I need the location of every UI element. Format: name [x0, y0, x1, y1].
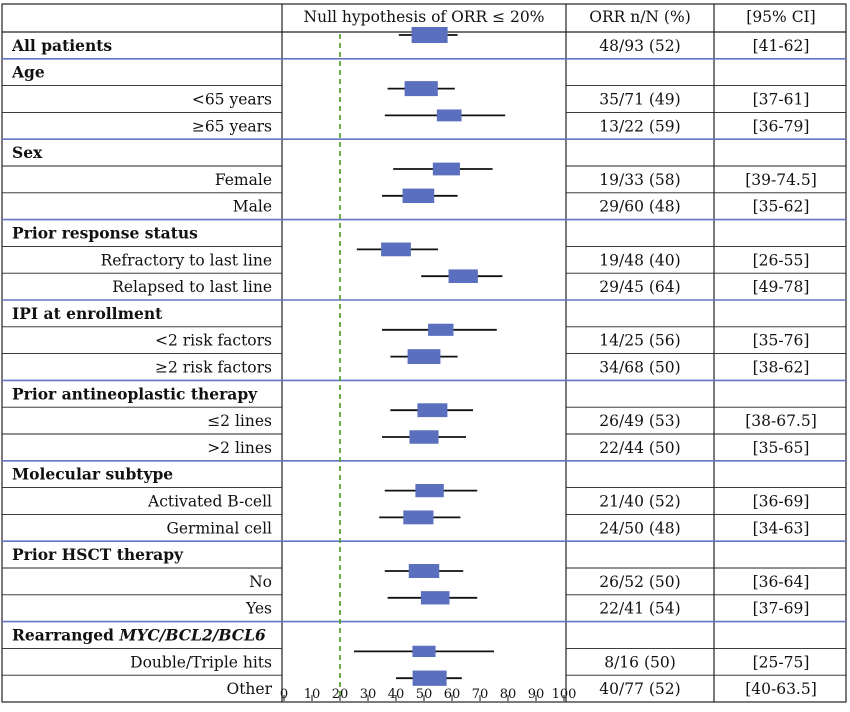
row-label: Rearranged MYC/BCL2/BCL6 — [12, 626, 266, 645]
estimate-box — [436, 109, 462, 122]
row-label: Yes — [245, 600, 272, 618]
x-tick-label: 70 — [472, 687, 489, 702]
row-label: ≤2 lines — [207, 412, 272, 430]
ci-value: [49-78] — [753, 278, 810, 296]
estimate-box — [408, 564, 440, 578]
ci-value: [37-69] — [753, 600, 810, 618]
x-tick-label: 10 — [304, 687, 321, 702]
row-label: <2 risk factors — [155, 332, 272, 350]
ci-value: [37-61] — [753, 91, 810, 109]
ci-value: [35-62] — [753, 198, 810, 216]
table-rows: All patients 48/93 (52) [41-62] Age <65 year… — [11, 27, 817, 698]
orr-value: 14/25 (56) — [599, 332, 680, 350]
orr-value: 34/68 (50) — [599, 359, 680, 377]
orr-header: ORR n/N (%) — [589, 8, 691, 26]
ci-value: [41-62] — [753, 37, 810, 55]
estimate-box — [412, 670, 447, 686]
x-axis: 0 10 20 30 40 50 60 70 80 90 100 — [280, 687, 577, 702]
row-label: Refractory to last line — [101, 251, 272, 269]
orr-value: 22/41 (54) — [599, 600, 680, 618]
ci-value: [25-75] — [753, 653, 810, 671]
ci-value: [40-63.5] — [745, 680, 817, 698]
row-label: Molecular subtype — [12, 465, 173, 484]
row-label: Double/Triple hits — [130, 653, 272, 671]
x-tick-label: 90 — [528, 687, 545, 702]
row-label: Male — [233, 198, 272, 216]
ci-value: [35-76] — [753, 332, 810, 350]
table-grid — [1, 3, 847, 703]
x-tick-label: 0 — [280, 687, 288, 702]
estimate-box — [448, 269, 478, 283]
ci-value: [36-64] — [753, 573, 810, 591]
row-label: IPI at enrollment — [12, 304, 163, 323]
estimate-box — [403, 510, 434, 525]
row-label: Activated B-cell — [147, 493, 272, 511]
estimate-box — [409, 430, 439, 444]
row-label: ≥2 risk factors — [155, 359, 272, 377]
x-tick-label: 40 — [388, 687, 405, 702]
row-label: No — [249, 573, 272, 591]
orr-value: 8/16 (50) — [604, 653, 676, 671]
orr-value: 35/71 (49) — [599, 91, 680, 109]
plot-header: Null hypothesis of ORR ≤ 20% — [304, 8, 545, 26]
x-tick-label: 20 — [332, 687, 349, 702]
orr-value: 29/60 (48) — [599, 198, 680, 216]
ci-value: [38-62] — [753, 359, 810, 377]
orr-value: 19/33 (58) — [599, 171, 680, 189]
orr-value: 40/77 (52) — [599, 680, 680, 698]
ci-value: [36-69] — [753, 493, 810, 511]
row-label: Sex — [12, 143, 43, 162]
ci-value: [35-65] — [753, 439, 810, 457]
estimate-box — [417, 403, 448, 418]
estimate-box — [412, 645, 436, 658]
row-label: ≥65 years — [192, 117, 272, 135]
row-label: Female — [215, 171, 272, 189]
ci-value: [38-67.5] — [745, 412, 817, 430]
row-label: Prior antineoplastic therapy — [12, 384, 258, 403]
estimate-box — [428, 323, 454, 336]
estimate-box — [432, 162, 460, 176]
ci-value: [34-63] — [753, 519, 810, 537]
estimate-box — [404, 81, 438, 97]
row-label: Relapsed to last line — [112, 278, 272, 296]
orr-value: 19/48 (40) — [599, 251, 680, 269]
orr-value: 26/49 (53) — [599, 412, 680, 430]
row-label: Prior HSCT therapy — [12, 545, 184, 564]
ci-value: [39-74.5] — [745, 171, 817, 189]
x-tick-label: 50 — [416, 687, 433, 702]
x-tick-label: 60 — [444, 687, 461, 702]
row-label: >2 lines — [207, 439, 272, 457]
x-tick-label: 30 — [360, 687, 377, 702]
orr-value: 21/40 (52) — [599, 493, 680, 511]
row-label: Other — [226, 680, 272, 698]
row-label: Germinal cell — [167, 519, 273, 537]
row-label: <65 years — [192, 91, 272, 109]
estimate-box — [381, 242, 411, 257]
orr-value: 13/22 (59) — [599, 117, 680, 135]
orr-value: 29/45 (64) — [599, 278, 680, 296]
ci-value: [26-55] — [753, 251, 810, 269]
estimate-box — [407, 349, 441, 365]
row-label: All patients — [11, 36, 112, 55]
estimate-box — [402, 188, 435, 204]
ci-value: [36-79] — [753, 117, 810, 135]
orr-value: 22/44 (50) — [599, 439, 680, 457]
orr-value: 26/52 (50) — [599, 573, 680, 591]
row-label: Age — [11, 63, 45, 82]
estimate-box — [420, 591, 450, 605]
row-label: Prior response status — [12, 224, 198, 243]
table-border — [1, 3, 847, 703]
estimate-box — [415, 483, 444, 498]
x-tick-label: 80 — [500, 687, 517, 702]
ci-header: [95% CI] — [746, 8, 815, 26]
orr-value: 24/50 (48) — [599, 519, 680, 537]
estimate-box — [411, 27, 448, 43]
x-tick-label: 100 — [552, 687, 577, 702]
orr-value: 48/93 (52) — [599, 37, 680, 55]
